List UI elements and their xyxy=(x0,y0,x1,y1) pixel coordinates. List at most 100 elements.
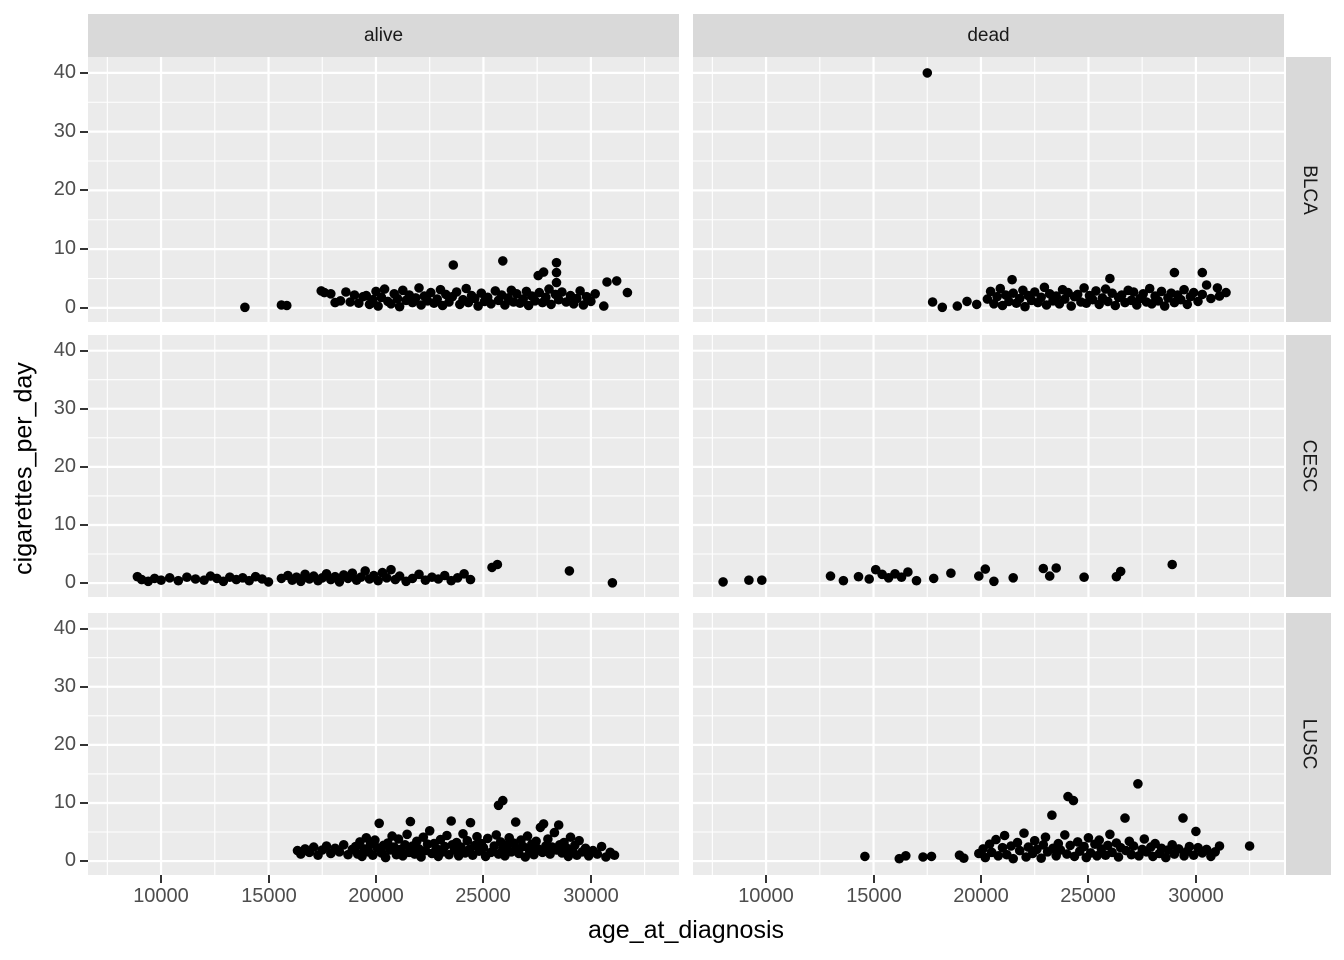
data-point xyxy=(368,294,378,305)
data-point xyxy=(240,302,250,313)
data-point xyxy=(1110,300,1121,311)
data-point xyxy=(574,835,584,846)
data-point xyxy=(596,841,607,852)
x-tick-mark xyxy=(1087,875,1089,883)
y-tick-mark xyxy=(80,307,88,309)
data-point xyxy=(991,834,1001,845)
data-point xyxy=(1221,287,1231,298)
data-point xyxy=(1193,296,1203,307)
data-point xyxy=(1167,559,1177,570)
data-point xyxy=(1020,301,1030,312)
data-point xyxy=(1091,286,1101,296)
data-point xyxy=(321,841,332,851)
data-point xyxy=(1036,853,1046,863)
y-tick-mark xyxy=(80,189,88,191)
data-point xyxy=(405,816,416,827)
data-point xyxy=(1044,571,1055,581)
data-point xyxy=(173,575,184,586)
data-point xyxy=(1201,280,1212,290)
facet-row-strip-blca: BLCA xyxy=(1286,57,1331,322)
data-point xyxy=(1197,289,1208,300)
x-tick-mark xyxy=(375,875,377,883)
data-point xyxy=(1120,813,1130,823)
data-point xyxy=(974,571,984,581)
data-point xyxy=(465,574,476,585)
data-point xyxy=(1083,833,1094,843)
data-point xyxy=(492,559,503,570)
data-point xyxy=(825,571,836,581)
x-tick-label: 10000 xyxy=(738,885,794,907)
panel-CESC-dead xyxy=(693,335,1284,597)
data-point xyxy=(1191,826,1201,837)
data-point xyxy=(386,299,396,309)
data-point xyxy=(446,816,457,826)
x-tick-label: 15000 xyxy=(846,885,902,907)
data-point xyxy=(374,818,385,829)
data-point xyxy=(1201,844,1212,855)
data-point xyxy=(718,577,728,587)
x-tick-mark xyxy=(590,875,592,883)
data-point xyxy=(553,294,564,305)
panel-CESC-alive xyxy=(88,335,679,597)
data-point xyxy=(1184,841,1195,852)
data-point xyxy=(952,301,963,311)
data-point xyxy=(1060,830,1070,840)
data-point xyxy=(414,569,424,580)
data-point xyxy=(980,564,991,574)
data-point xyxy=(959,853,969,863)
data-point xyxy=(394,301,405,312)
data-point xyxy=(985,286,996,297)
x-axis-title: age_at_diagnosis xyxy=(588,916,784,944)
panel-LUSC-dead xyxy=(693,613,1284,875)
y-tick-mark xyxy=(80,802,88,804)
data-point xyxy=(541,292,551,303)
y-axis-title: cigarettes_per_day xyxy=(9,362,38,575)
data-point xyxy=(1036,292,1046,303)
data-point xyxy=(370,835,380,845)
data-point xyxy=(1092,851,1102,861)
data-point xyxy=(486,299,496,309)
data-point xyxy=(1014,293,1025,304)
data-point xyxy=(995,283,1006,294)
data-point xyxy=(282,300,292,311)
data-point xyxy=(592,849,603,859)
facet-col-label: dead xyxy=(967,24,1010,46)
y-tick-label: 10 xyxy=(53,513,76,535)
data-point xyxy=(1004,296,1014,307)
y-tick-label: 40 xyxy=(53,61,76,83)
data-point xyxy=(461,283,472,294)
y-tick-label: 20 xyxy=(53,733,76,755)
data-point xyxy=(1159,301,1170,311)
data-point xyxy=(1115,566,1126,577)
facet-row-strip-lusc: LUSC xyxy=(1286,613,1331,875)
data-point xyxy=(394,571,405,581)
data-point xyxy=(586,296,596,307)
data-point xyxy=(442,830,452,841)
data-point xyxy=(439,841,450,852)
data-point xyxy=(1051,291,1061,301)
data-point xyxy=(1212,283,1223,293)
x-tick-mark xyxy=(873,875,875,883)
data-point xyxy=(190,574,201,584)
data-point xyxy=(414,283,424,293)
data-point xyxy=(1008,853,1018,864)
data-point xyxy=(498,795,508,806)
y-tick-label: 30 xyxy=(53,397,76,419)
data-point xyxy=(1128,287,1139,297)
facet-row-label: CESC xyxy=(1298,439,1320,493)
data-point xyxy=(439,570,450,581)
data-point xyxy=(338,840,349,850)
data-point xyxy=(1008,573,1018,583)
data-point xyxy=(999,830,1010,841)
data-point xyxy=(1126,849,1137,860)
facet-row-label: BLCA xyxy=(1298,164,1320,215)
data-point xyxy=(1062,849,1072,859)
data-point xyxy=(1012,837,1023,848)
data-point xyxy=(937,302,948,313)
data-point xyxy=(418,832,429,842)
data-point xyxy=(622,287,633,298)
panel-BLCA-dead xyxy=(693,57,1284,322)
data-point xyxy=(334,847,345,857)
data-point xyxy=(335,296,346,306)
data-point xyxy=(386,564,396,575)
